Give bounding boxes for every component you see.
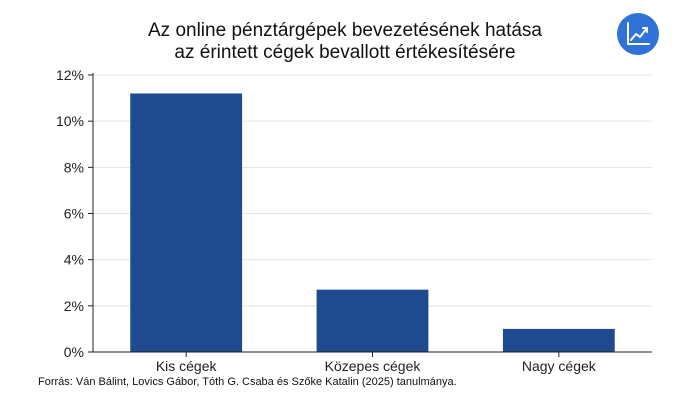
- chart-badge: [617, 13, 659, 55]
- bar: [502, 328, 615, 352]
- bar: [130, 93, 243, 352]
- bars: [130, 93, 615, 352]
- chart-title-line-1: Az online pénztárgépek bevezetésének hat…: [148, 20, 542, 41]
- x-category-label: Nagy cégek: [522, 358, 597, 374]
- y-tick-label: 4%: [64, 252, 84, 268]
- y-tick-label: 0%: [64, 344, 84, 360]
- axes: [88, 73, 652, 357]
- y-tick-labels: 0% 2% 4% 6% 8% 10% 12%: [56, 67, 84, 360]
- y-tick-label: 8%: [64, 159, 84, 175]
- y-tick-label: 10%: [56, 113, 84, 129]
- y-tick-label: 12%: [56, 67, 84, 83]
- line-chart-icon: [627, 22, 650, 45]
- x-category-label: Kis cégek: [156, 358, 218, 374]
- x-category-labels: Kis cégek Közepes cégek Nagy cégek: [156, 358, 597, 374]
- chart-title-line-2: az érintett cégek bevallott értékesítésé…: [174, 42, 516, 63]
- chart-title: Az online pénztárgépek bevezetésének hat…: [0, 20, 690, 64]
- source-note: Forrás: Ván Bálint, Lovics Gábor, Tóth G…: [38, 376, 457, 388]
- bar: [316, 289, 429, 352]
- x-category-label: Közepes cégek: [325, 358, 422, 374]
- y-tick-label: 6%: [64, 206, 84, 222]
- y-tick-label: 2%: [64, 298, 84, 314]
